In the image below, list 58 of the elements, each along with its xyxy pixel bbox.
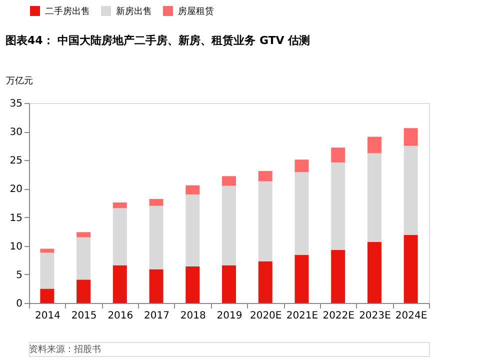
bar bbox=[331, 162, 346, 250]
y-tick-label: 0 bbox=[16, 298, 22, 310]
legend-label: 二手房出售 bbox=[45, 6, 90, 17]
bar bbox=[76, 232, 91, 238]
x-tick-label: 2021E bbox=[286, 310, 318, 322]
bar bbox=[40, 248, 54, 253]
bar bbox=[331, 250, 346, 303]
bar bbox=[76, 237, 91, 280]
x-tick-label: 2019 bbox=[216, 310, 242, 322]
text: 资料来源：招股书 bbox=[29, 344, 101, 355]
x-tick-label: 2020E bbox=[250, 310, 282, 322]
bar bbox=[112, 202, 127, 208]
x-tick-label: 2014 bbox=[34, 310, 60, 322]
bar bbox=[40, 252, 54, 289]
bar bbox=[149, 206, 164, 270]
bar bbox=[112, 208, 127, 266]
legend-label: 新房出售 bbox=[116, 6, 152, 17]
y-tick-label: 30 bbox=[10, 127, 22, 138]
bar bbox=[258, 181, 272, 262]
bar bbox=[258, 171, 272, 182]
chart-title: 图表44： 中国大陆房地产二手房、新房、租赁业务 GTV 估测 bbox=[6, 34, 310, 47]
x-tick-label: 2016 bbox=[108, 310, 134, 322]
x-tick-label: 2022E bbox=[322, 310, 354, 322]
bar bbox=[331, 148, 346, 162]
x-tick-label: 2015 bbox=[71, 310, 97, 322]
bar bbox=[294, 160, 309, 172]
y-tick-label: 25 bbox=[10, 156, 22, 167]
bar bbox=[294, 172, 309, 255]
bar bbox=[367, 242, 382, 303]
x-tick-label: 2017 bbox=[144, 310, 170, 322]
bar bbox=[76, 280, 91, 303]
legend-label: 房屋租赁 bbox=[178, 6, 214, 17]
bar bbox=[258, 261, 272, 303]
bar bbox=[404, 128, 418, 146]
y-tick-label: 10 bbox=[10, 241, 22, 252]
bar bbox=[222, 186, 236, 266]
bar bbox=[367, 153, 382, 242]
bar bbox=[186, 185, 200, 194]
y-tick-label: 5 bbox=[16, 270, 22, 281]
bar bbox=[40, 288, 54, 303]
bar bbox=[294, 255, 309, 303]
bar bbox=[404, 235, 418, 303]
bar bbox=[222, 176, 236, 186]
bar bbox=[367, 136, 382, 154]
bar bbox=[404, 146, 418, 235]
bar bbox=[222, 265, 236, 303]
y-tick-label: 20 bbox=[10, 184, 22, 196]
y-tick-label: 15 bbox=[10, 212, 22, 224]
bar bbox=[186, 266, 200, 303]
y-axis-title: 万亿元 bbox=[6, 76, 33, 86]
bar bbox=[186, 194, 200, 266]
x-tick-label: 2023E bbox=[359, 310, 391, 322]
x-tick-label: 2024E bbox=[395, 310, 428, 322]
y-tick-label: 35 bbox=[10, 98, 22, 110]
x-tick-label: 2018 bbox=[180, 310, 206, 322]
bar bbox=[112, 265, 127, 303]
bar bbox=[149, 269, 164, 303]
bar bbox=[149, 199, 164, 206]
